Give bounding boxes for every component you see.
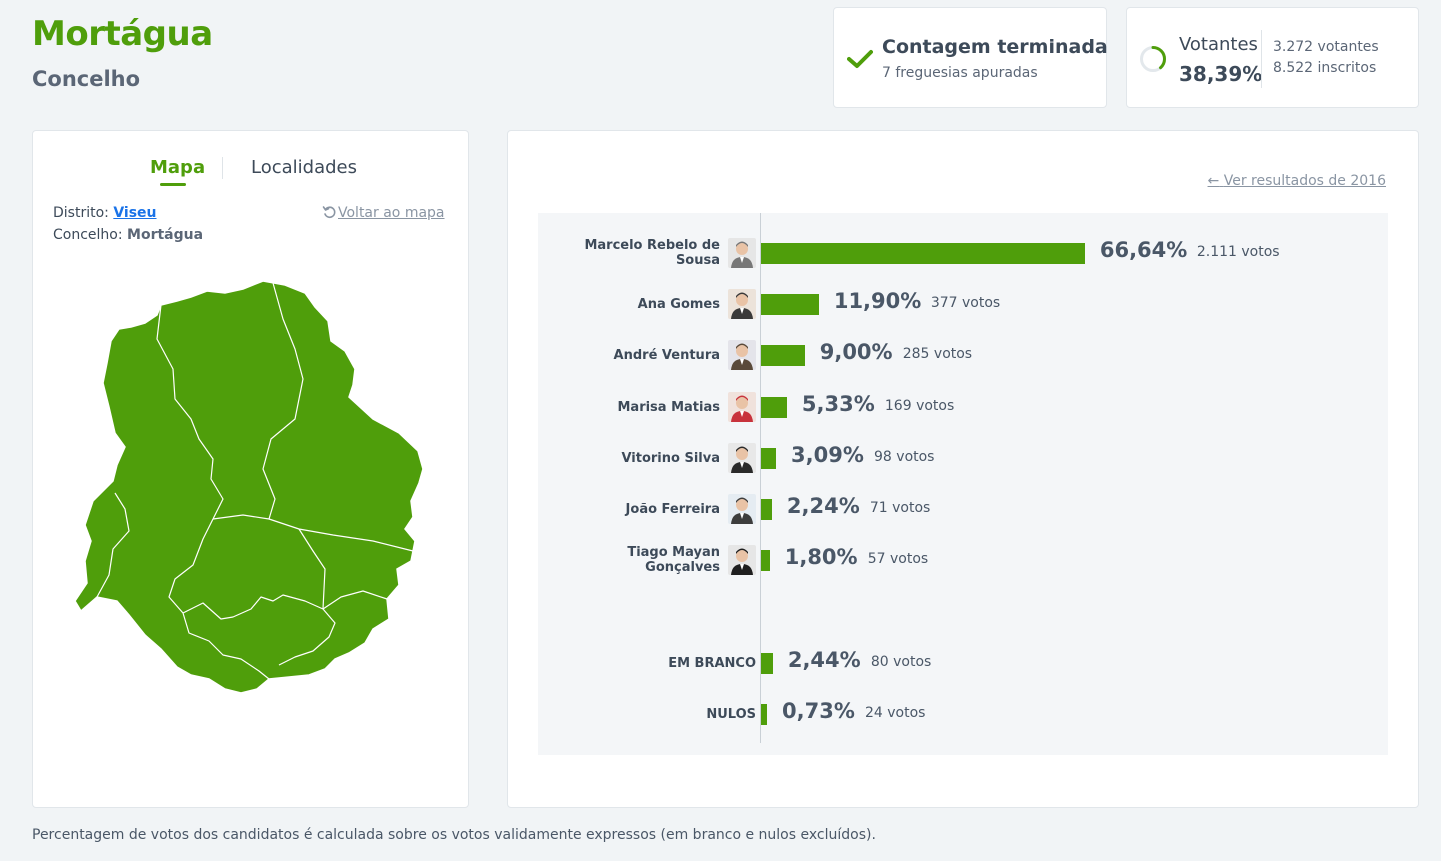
candidate-name: Vitorino Silva (621, 451, 720, 466)
result-percent: 1,80% (784, 545, 858, 569)
candidate-avatar-icon (728, 443, 756, 473)
candidate-name: Tiago Mayan Gonçalves (627, 545, 720, 575)
municipality-value: Mortágua (127, 227, 204, 243)
result-bar (761, 448, 777, 469)
previous-results-label: Ver resultados de 2016 (1223, 173, 1386, 189)
result-bar (761, 243, 1085, 264)
district-line: Distrito: Viseu (53, 205, 157, 221)
district-link[interactable]: Viseu (113, 205, 157, 221)
result-percent: 9,00% (819, 340, 893, 364)
voters-label: Votantes (1179, 34, 1258, 55)
result-row[interactable]: Ana Gomes 11,90% 377 votos (538, 284, 1388, 324)
result-row[interactable]: João Ferreira 2,24% 71 votos (538, 489, 1388, 529)
result-percent: 66,64% (1099, 238, 1188, 262)
candidate-name: João Ferreira (625, 502, 720, 517)
result-votes: 57 votos (867, 551, 929, 567)
result-bar (761, 704, 767, 725)
candidate-avatar-icon (728, 545, 756, 575)
page-subtitle: Concelho (32, 67, 141, 91)
candidate-name: NULOS (706, 707, 756, 722)
candidate-avatar-icon (728, 238, 756, 268)
result-row[interactable]: NULOS 0,73% 24 votos (538, 694, 1388, 734)
result-bar (761, 345, 805, 366)
tab-localities[interactable]: Localidades (251, 157, 357, 178)
municipality-line: Concelho: Mortágua (53, 227, 203, 243)
candidate-name: Marisa Matias (617, 400, 720, 415)
turnout-percent: 38,39% (1179, 62, 1263, 86)
result-percent: 0,73% (782, 699, 855, 723)
result-percent: 3,09% (791, 443, 864, 467)
result-percent: 5,33% (801, 392, 875, 416)
tab-divider (222, 157, 223, 179)
result-bar (761, 294, 819, 315)
candidate-avatar-icon (728, 494, 756, 524)
back-to-map-link[interactable]: Voltar ao mapa (322, 205, 445, 221)
chart-axis (760, 213, 761, 743)
previous-results-link[interactable]: ← Ver resultados de 2016 (1208, 173, 1386, 189)
undo-icon (322, 206, 336, 218)
result-row[interactable]: Vitorino Silva 3,09% 98 votos (538, 438, 1388, 478)
candidate-avatar-icon (728, 392, 756, 422)
district-label: Distrito: (53, 205, 109, 221)
count-status-card: Contagem terminada 7 freguesias apuradas (833, 7, 1108, 108)
candidate-name: André Ventura (613, 348, 720, 363)
result-votes: 2.111 votos (1196, 244, 1280, 260)
status-subtitle: 7 freguesias apuradas (882, 65, 1038, 81)
results-chart: Marcelo Rebelo de Sousa 66,64% 2.111 votos… (538, 213, 1388, 755)
candidate-avatar-icon (728, 340, 756, 370)
result-row[interactable]: EM BRANCO 2,44% 80 votos (538, 643, 1388, 683)
candidate-name: EM BRANCO (668, 656, 756, 671)
result-bar (761, 550, 770, 571)
page-title: Mortágua (32, 14, 213, 54)
result-bar (761, 653, 773, 674)
candidate-avatar-icon (728, 289, 756, 319)
voters-count: 3.272 votantes (1273, 39, 1379, 55)
result-row[interactable]: André Ventura 9,00% 285 votos (538, 335, 1388, 375)
map-panel: Mapa Localidades Distrito: Viseu Concelh… (32, 130, 469, 808)
status-title: Contagem terminada (882, 36, 1108, 58)
result-votes: 377 votos (930, 295, 1001, 311)
arrow-left-icon: ← (1207, 173, 1220, 189)
footnote: Percentagem de votos dos candidatos é ca… (32, 827, 876, 843)
candidate-name: Ana Gomes (637, 297, 720, 312)
parish-borders (96, 282, 414, 680)
results-panel: ← Ver resultados de 2016 Marcelo Rebelo … (507, 130, 1419, 808)
result-bar (761, 499, 772, 520)
active-tab-indicator (160, 183, 186, 186)
turnout-ring-icon (1140, 46, 1166, 72)
back-to-map-label: Voltar ao mapa (338, 205, 445, 221)
result-votes: 80 votos (870, 654, 932, 670)
candidate-name: Marcelo Rebelo de Sousa (584, 238, 720, 268)
result-percent: 11,90% (833, 289, 922, 313)
result-row[interactable]: Marcelo Rebelo de Sousa 66,64% 2.111 votos (538, 233, 1388, 273)
result-votes: 98 votos (874, 449, 935, 465)
municipality-map (74, 280, 424, 694)
result-percent: 2,24% (786, 494, 860, 518)
result-row[interactable]: Tiago Mayan Gonçalves 1,80% 57 votos (538, 540, 1388, 580)
municipality-label: Concelho: (53, 227, 123, 243)
tab-map[interactable]: Mapa (150, 157, 206, 178)
result-bar (761, 397, 787, 418)
result-votes: 285 votos (902, 346, 973, 362)
result-votes: 24 votos (865, 705, 926, 721)
result-row[interactable]: Marisa Matias 5,33% 169 votos (538, 387, 1388, 427)
check-icon (847, 50, 873, 68)
voters-card: Votantes 38,39% 3.272 votantes 8.522 ins… (1126, 7, 1419, 108)
map-outline[interactable] (74, 280, 424, 694)
result-votes: 169 votos (884, 398, 955, 414)
result-percent: 2,44% (787, 648, 861, 672)
registered-count: 8.522 inscritos (1273, 60, 1377, 76)
divider (1261, 30, 1262, 88)
result-votes: 71 votos (869, 500, 931, 516)
